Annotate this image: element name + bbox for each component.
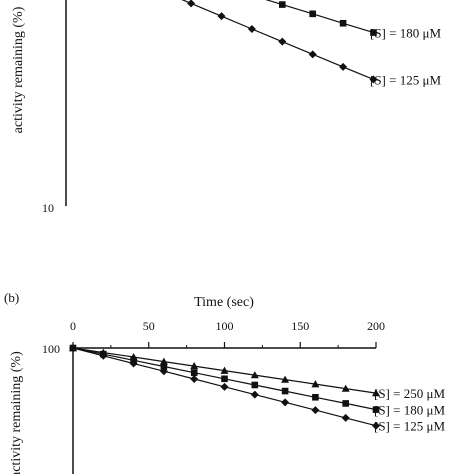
data-point-diamond: [247, 24, 256, 33]
data-point-diamond: [341, 413, 350, 422]
panel-b-label: (b): [4, 290, 19, 305]
data-point-diamond: [220, 382, 229, 391]
data-point-square: [339, 19, 347, 27]
series-label: [S] = 250 μM: [370, 0, 441, 1]
data-point-triangle: [159, 357, 168, 365]
data-point-square: [342, 400, 349, 407]
data-point-diamond: [99, 351, 108, 360]
data-point-square: [160, 363, 168, 370]
data-point-diamond: [311, 406, 320, 415]
x-tick-label: 100: [216, 319, 234, 333]
data-point-diamond: [190, 375, 199, 384]
series-label: [S] = 250 μM: [374, 386, 445, 401]
series-label: [S] = 180 μM: [374, 403, 445, 418]
data-point-square: [312, 393, 319, 401]
x-axis-title: Time (sec): [194, 295, 254, 310]
data-point-square: [221, 375, 228, 383]
panel-b: (b) Time (sec) 0 50 100 150 200 100 activity…: [4, 290, 445, 474]
series-label: [S] = 180 μM: [370, 26, 441, 41]
panel-b-x-ticks: [72, 342, 377, 348]
data-point-square: [281, 387, 289, 395]
data-point-diamond: [159, 367, 168, 376]
data-point-square: [309, 10, 316, 18]
panel-a-y-axis-label: activity remaining (%): [11, 6, 26, 133]
data-point-triangle: [372, 389, 380, 397]
x-tick-label: 200: [367, 319, 385, 333]
data-point-diamond: [217, 12, 226, 21]
data-point-triangle: [190, 362, 199, 370]
data-point-diamond: [69, 344, 77, 352]
data-point-triangle: [341, 384, 350, 392]
data-point-diamond: [129, 359, 138, 368]
panel-a: 10 activity remaining (%) [S] = 250 μM[S…: [11, 0, 441, 215]
series-line-diamond: [181, 0, 374, 80]
series-label: [S] = 125 μM: [370, 72, 441, 87]
data-point-triangle: [281, 375, 290, 383]
data-point-diamond: [372, 421, 380, 430]
data-point-diamond: [281, 398, 290, 407]
data-point-diamond: [278, 37, 287, 46]
data-point-square: [190, 369, 198, 376]
panel-b-x-tick-labels: 0 50 100 150 200: [70, 319, 385, 333]
series-label: [S] = 125 μM: [374, 419, 445, 434]
data-point-square: [279, 1, 286, 8]
data-point-square: [370, 29, 377, 36]
data-point-square: [251, 381, 259, 389]
data-point-triangle: [220, 366, 229, 374]
x-tick-label: 150: [291, 319, 309, 333]
panel-b-ytick-label: 100: [42, 342, 60, 356]
data-point-triangle: [311, 380, 320, 388]
panel-b-y-axis-label: activity remaining (%): [9, 351, 24, 474]
data-point-diamond: [369, 75, 378, 84]
data-point-diamond: [308, 50, 317, 59]
panel-a-series-group: [S] = 250 μM [S] = 180 μM [S] = 125 μM: [181, 0, 441, 87]
data-point-diamond: [250, 390, 259, 399]
panel-b-series-group: [S] = 250 μM [S] = 180 μM[S] = 125 μM: [69, 344, 445, 434]
data-point-square: [372, 406, 380, 413]
data-point-diamond: [187, 0, 196, 8]
x-tick-label: 0: [70, 319, 76, 333]
series-line-square: [265, 0, 374, 34]
data-point-triangle: [250, 371, 259, 379]
data-point-diamond: [339, 62, 348, 71]
x-tick-label: 50: [143, 319, 155, 333]
panel-a-ytick-label: 10: [42, 201, 54, 215]
